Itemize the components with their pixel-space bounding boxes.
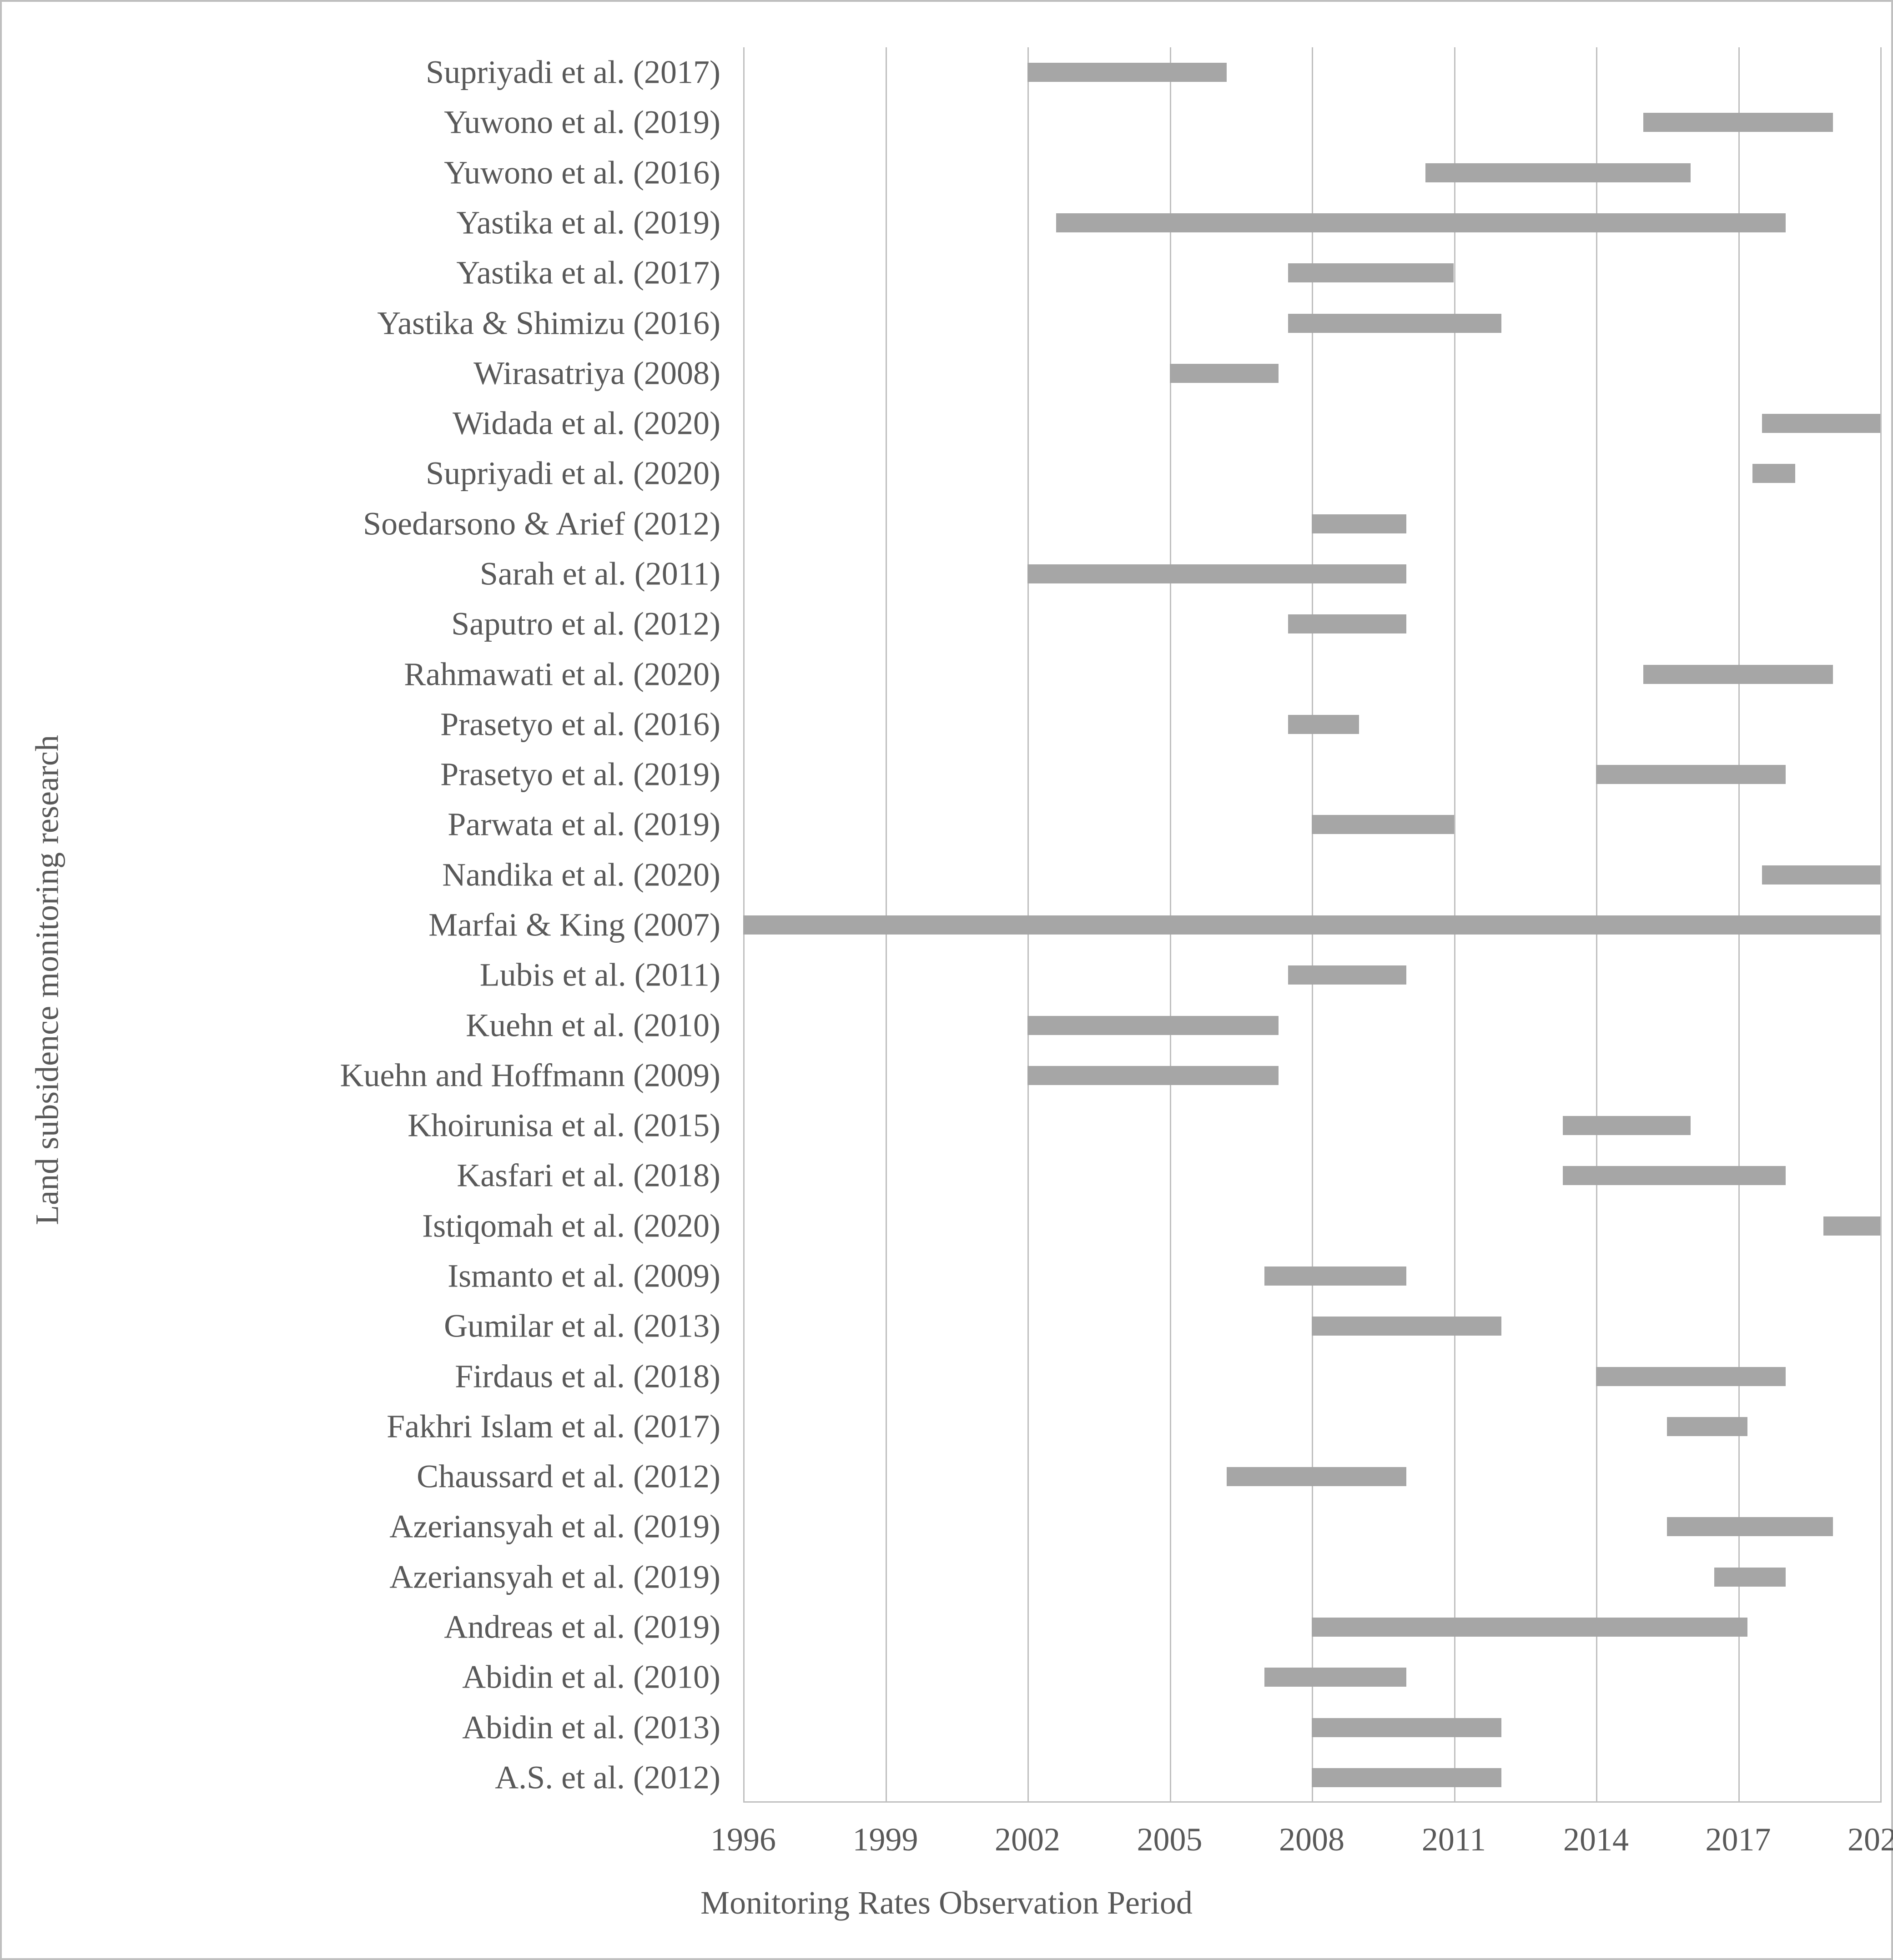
y-tick-label: Yastika et al. (2017) [84,254,720,292]
x-tick-label: 2011 [1422,1821,1486,1859]
y-tick-label: Abidin et al. (2013) [84,1709,720,1746]
data-bar [1643,665,1833,684]
data-bar [1312,1618,1747,1637]
y-tick-label: Prasetyo et al. (2019) [84,756,720,794]
chart-container: Land subsidence monitoring research Moni… [0,0,1893,1960]
y-tick-label: Yastika et al. (2019) [84,204,720,242]
y-tick-label: Nandika et al. (2020) [84,856,720,894]
y-tick-label: Supriyadi et al. (2020) [84,455,720,493]
y-tick-label: Lubis et al. (2011) [84,956,720,994]
x-tick-label: 2005 [1137,1821,1203,1859]
y-tick-label: Prasetyo et al. (2016) [84,705,720,743]
y-tick-label: Supriyadi et al. (2017) [84,54,720,91]
y-tick-label: Yuwono et al. (2019) [84,104,720,141]
data-bar [1714,1568,1785,1587]
data-bar [1288,263,1454,282]
x-tick-label: 1996 [710,1821,776,1859]
data-bar [1288,614,1406,633]
data-bar [1312,815,1454,834]
y-tick-label: Andreas et al. (2019) [84,1608,720,1646]
y-tick-label: Fakhri Islam et al. (2017) [84,1407,720,1445]
y-tick-label: Firdaus et al. (2018) [84,1357,720,1395]
data-bar [1596,765,1786,784]
data-bar [1762,865,1880,885]
data-bar [743,915,1880,935]
data-bar [1425,163,1691,182]
data-bar [1667,1417,1747,1436]
data-bar [1563,1116,1691,1135]
y-tick-label: Kuehn and Hoffmann (2009) [84,1056,720,1094]
data-bar [1227,1467,1407,1486]
y-tick-label: Soedarsono & Arief (2012) [84,505,720,543]
data-bar [1667,1517,1833,1536]
y-tick-label: A.S. et al. (2012) [84,1759,720,1796]
x-tick-label: 2008 [1279,1821,1344,1859]
data-bar [1312,514,1406,533]
x-tick-label: 1999 [853,1821,918,1859]
data-bar [1264,1266,1407,1286]
data-bar [1288,715,1359,734]
chart-inner: Land subsidence monitoring research Moni… [29,29,1864,1931]
y-tick-label: Yuwono et al. (2016) [84,154,720,191]
data-bar [1027,63,1227,82]
x-tick-label: 2020 [1848,1821,1893,1859]
data-bar [1027,564,1406,583]
y-tick-label: Azeriansyah et al. (2019) [84,1558,720,1596]
y-tick-label: Wirasatriya (2008) [84,354,720,392]
data-bar [1752,464,1795,483]
data-bar [1027,1016,1279,1035]
x-tick-label: 2014 [1563,1821,1629,1859]
x-axis-title: Monitoring Rates Observation Period [29,1884,1864,1922]
data-bar [1056,213,1786,232]
gridline [1880,47,1882,1803]
data-bar [1288,965,1406,985]
y-tick-label: Saputro et al. (2012) [84,605,720,643]
y-tick-label: Khoirunisa et al. (2015) [84,1107,720,1145]
y-tick-label: Sarah et al. (2011) [84,555,720,593]
data-bar [1312,1718,1501,1737]
x-tick-label: 2017 [1706,1821,1771,1859]
data-bar [1288,314,1501,333]
y-tick-label: Istiqomah et al. (2020) [84,1207,720,1245]
data-bar [1563,1166,1786,1185]
y-tick-label: Kuehn et al. (2010) [84,1006,720,1044]
y-tick-label: Kasfari et al. (2018) [84,1157,720,1195]
y-tick-label: Ismanto et al. (2009) [84,1257,720,1295]
data-bar [1643,113,1833,132]
data-bar [1312,1317,1501,1336]
y-tick-label: Yastika & Shimizu (2016) [84,304,720,342]
data-bar [1170,364,1279,383]
y-tick-label: Rahmawati et al. (2020) [84,655,720,693]
y-tick-label: Gumilar et al. (2013) [84,1307,720,1345]
data-bar [1312,1768,1501,1787]
y-axis-title: Land subsidence monitoring research [29,735,66,1225]
data-bar [1264,1668,1407,1687]
y-tick-label: Abidin et al. (2010) [84,1658,720,1696]
x-tick-label: 2002 [995,1821,1060,1859]
data-bar [1762,414,1880,433]
data-bar [1027,1066,1279,1085]
y-tick-label: Parwata et al. (2019) [84,806,720,844]
y-tick-label: Azeriansyah et al. (2019) [84,1508,720,1546]
data-bar [1596,1367,1786,1386]
data-bar [1823,1216,1880,1236]
y-tick-label: Widada et al. (2020) [84,405,720,442]
y-tick-label: Chaussard et al. (2012) [84,1458,720,1496]
plot-area [743,47,1880,1803]
y-tick-label: Marfai & King (2007) [84,906,720,944]
